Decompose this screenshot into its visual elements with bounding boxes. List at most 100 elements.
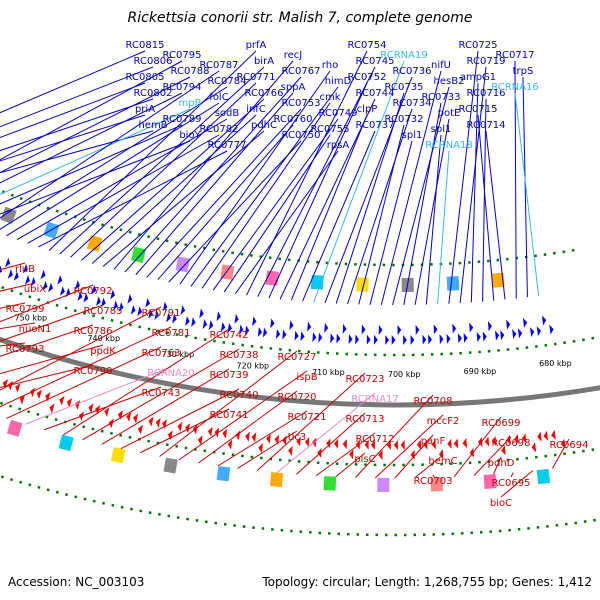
reverse-gene-arrow — [304, 437, 310, 448]
forward-gene-arrow — [373, 334, 378, 345]
reverse-gene-arrow — [19, 394, 26, 405]
gene-label: nuoN1 — [19, 324, 52, 335]
reverse-gene-arrow — [537, 431, 542, 442]
gene-label: rluB — [15, 264, 35, 275]
forward-gene-arrow — [366, 334, 371, 345]
feature-block — [446, 276, 460, 291]
label-connector — [403, 102, 442, 306]
label-connector — [369, 140, 413, 305]
reverse-gene-arrow — [161, 419, 167, 430]
label-connector — [477, 114, 495, 301]
tick-ring-0 — [0, 189, 580, 267]
gene-labels: RC0815RC0806RC0805RC0802priAhemBRC0795RC… — [6, 40, 589, 509]
feature-block — [310, 274, 324, 290]
forward-gene-arrow — [74, 280, 80, 290]
label-connector — [102, 130, 265, 267]
gene-label: pdhD — [488, 458, 515, 469]
reverse-gene-arrow — [551, 429, 556, 440]
forward-gene-arrow — [22, 263, 28, 274]
label-connector — [0, 140, 191, 215]
forward-gene-arrow — [239, 324, 244, 335]
label-connector — [6, 102, 220, 237]
gene-label: RC0788 — [171, 66, 210, 77]
forward-gene-arrow — [148, 308, 154, 319]
label-connector — [355, 394, 434, 478]
label-connector — [313, 60, 405, 303]
reverse-gene-arrow — [288, 445, 293, 456]
feature-rings — [0, 189, 600, 537]
label-connector — [0, 304, 104, 342]
label-connector — [59, 66, 265, 255]
reverse-gene-arrow — [49, 403, 55, 414]
forward-gene-arrow — [500, 330, 505, 341]
label-connector — [437, 150, 450, 305]
reverse-gene-arrow — [15, 383, 21, 393]
forward-gene-arrow — [495, 330, 500, 341]
gene-label: ispB — [296, 372, 317, 383]
forward-gene-arrow — [289, 320, 294, 331]
label-connector — [0, 92, 183, 184]
gene-label: RC0725 — [459, 40, 498, 51]
forward-gene-arrow — [216, 311, 221, 322]
label-connector — [201, 102, 331, 289]
forward-gene-arrow — [410, 334, 415, 345]
forward-gene-arrow — [162, 301, 168, 312]
tick-ring-1 — [0, 285, 595, 357]
forward-gene-arrow — [452, 323, 457, 334]
forward-gene-arrow — [342, 323, 347, 334]
gene-label: hemC — [428, 456, 457, 467]
forward-gene-arrow — [391, 334, 396, 345]
label-connector — [510, 472, 514, 478]
forward-gene-arrow — [185, 316, 190, 326]
gene-label: himD — [325, 76, 352, 87]
label-connector — [380, 70, 442, 306]
label-connector — [139, 408, 230, 454]
label-connector — [246, 50, 368, 296]
gene-label: RC0799 — [6, 304, 45, 315]
label-connector — [63, 328, 230, 436]
label-connector — [178, 370, 308, 461]
gene-label: RC0717 — [496, 50, 535, 61]
reverse-gene-arrow — [386, 439, 391, 450]
label-connector — [374, 414, 444, 479]
label-connector — [101, 368, 230, 445]
gene-label: plsC — [354, 454, 375, 465]
reverse-gene-arrow — [326, 438, 331, 449]
reverse-gene-arrow — [177, 421, 183, 432]
forward-gene-arrow — [220, 322, 226, 332]
label-connector — [113, 60, 294, 270]
reverse-gene-arrow — [30, 387, 36, 398]
reverse-gene-arrow — [197, 435, 203, 446]
label-connector — [0, 324, 94, 357]
reverse-gene-arrow — [439, 449, 444, 460]
genome-info-text: Topology: circular; Length: 1,268,755 bp… — [262, 575, 592, 589]
gene-label: RC0743 — [142, 388, 181, 399]
label-connector — [392, 86, 450, 306]
gene-label: sppA — [281, 82, 306, 93]
forward-gene-arrow — [482, 331, 487, 342]
forward-gene-arrow — [4, 257, 11, 268]
label-connector — [27, 134, 220, 244]
gene-label: RC0721 — [288, 412, 327, 423]
forward-gene-arrow — [137, 306, 143, 317]
gene-label: hesB2 — [434, 76, 465, 87]
reverse-gene-arrow — [155, 418, 161, 428]
label-connector — [157, 124, 294, 281]
gene-label: RC0781 — [152, 328, 191, 339]
reverse-gene-arrow — [227, 439, 233, 450]
forward-gene-arrow — [270, 318, 275, 329]
label-connector — [0, 326, 172, 408]
label-connector — [256, 372, 366, 472]
gene-label: RCRNA18 — [425, 140, 472, 151]
forward-gene-arrow — [7, 269, 13, 279]
gene-label: rpsA — [327, 140, 350, 151]
forward-gene-arrow — [529, 327, 535, 338]
label-connector — [0, 344, 104, 375]
gene-label: RC0782 — [200, 124, 239, 135]
forward-gene-arrow — [96, 296, 101, 306]
reverse-gene-arrow — [245, 431, 250, 442]
label-connector — [347, 108, 413, 305]
reverse-gene-arrow — [364, 439, 369, 450]
label-connector — [82, 348, 240, 441]
